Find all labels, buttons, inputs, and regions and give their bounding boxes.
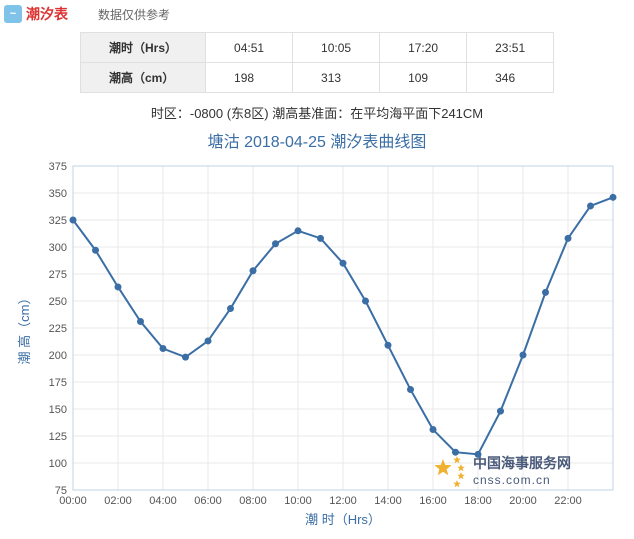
svg-text:350: 350 bbox=[49, 188, 67, 200]
tide-chart: 7510012515017520022525027530032535037500… bbox=[11, 154, 623, 539]
table-cell: 198 bbox=[206, 63, 293, 93]
svg-text:06:00: 06:00 bbox=[194, 495, 222, 507]
svg-text:300: 300 bbox=[49, 242, 67, 254]
svg-text:潮 高（cm）: 潮 高（cm） bbox=[17, 292, 32, 365]
svg-text:00:00: 00:00 bbox=[59, 495, 87, 507]
svg-text:375: 375 bbox=[49, 161, 67, 173]
svg-text:22:00: 22:00 bbox=[554, 495, 582, 507]
svg-text:200: 200 bbox=[49, 350, 67, 362]
svg-text:18:00: 18:00 bbox=[464, 495, 492, 507]
svg-text:150: 150 bbox=[49, 404, 67, 416]
svg-text:325: 325 bbox=[49, 215, 67, 227]
svg-text:125: 125 bbox=[49, 431, 67, 443]
svg-text:20:00: 20:00 bbox=[509, 495, 537, 507]
svg-text:04:00: 04:00 bbox=[149, 495, 177, 507]
table-cell: 313 bbox=[293, 63, 380, 93]
timezone-line: 时区：-0800 (东8区) 潮高基准面：在平均海平面下241CM bbox=[0, 103, 634, 122]
svg-text:250: 250 bbox=[49, 296, 67, 308]
chart-title: 塘沽 2018-04-25 潮汐表曲线图 bbox=[0, 128, 634, 152]
table-cell: 04:51 bbox=[206, 33, 293, 63]
svg-text:cnss.com.cn: cnss.com.cn bbox=[473, 473, 551, 487]
svg-text:14:00: 14:00 bbox=[374, 495, 402, 507]
svg-text:175: 175 bbox=[49, 377, 67, 389]
svg-text:12:00: 12:00 bbox=[329, 495, 357, 507]
table-cell: 346 bbox=[467, 63, 554, 93]
svg-text:中国海事服务网: 中国海事服务网 bbox=[473, 455, 571, 471]
table-cell: 109 bbox=[380, 63, 467, 93]
table-cell: 10:05 bbox=[293, 33, 380, 63]
svg-text:275: 275 bbox=[49, 269, 67, 281]
svg-text:10:00: 10:00 bbox=[284, 495, 312, 507]
svg-text:16:00: 16:00 bbox=[419, 495, 447, 507]
svg-text:潮 时（Hrs）: 潮 时（Hrs） bbox=[305, 512, 381, 527]
svg-text:225: 225 bbox=[49, 323, 67, 335]
row-label: 潮高（cm） bbox=[81, 63, 206, 93]
table-cell: 17:20 bbox=[380, 33, 467, 63]
page-title: 潮汐表 bbox=[26, 4, 68, 24]
table-row: 潮高（cm） 198 313 109 346 bbox=[81, 63, 554, 93]
row-label: 潮时（Hrs） bbox=[81, 33, 206, 63]
tide-icon: ~ bbox=[4, 5, 22, 23]
svg-text:08:00: 08:00 bbox=[239, 495, 267, 507]
table-row: 潮时（Hrs） 04:51 10:05 17:20 23:51 bbox=[81, 33, 554, 63]
table-cell: 23:51 bbox=[467, 33, 554, 63]
svg-text:100: 100 bbox=[49, 458, 67, 470]
svg-text:02:00: 02:00 bbox=[104, 495, 132, 507]
tide-table: 潮时（Hrs） 04:51 10:05 17:20 23:51 潮高（cm） 1… bbox=[80, 32, 554, 93]
page-note: 数据仅供参考 bbox=[98, 6, 170, 23]
